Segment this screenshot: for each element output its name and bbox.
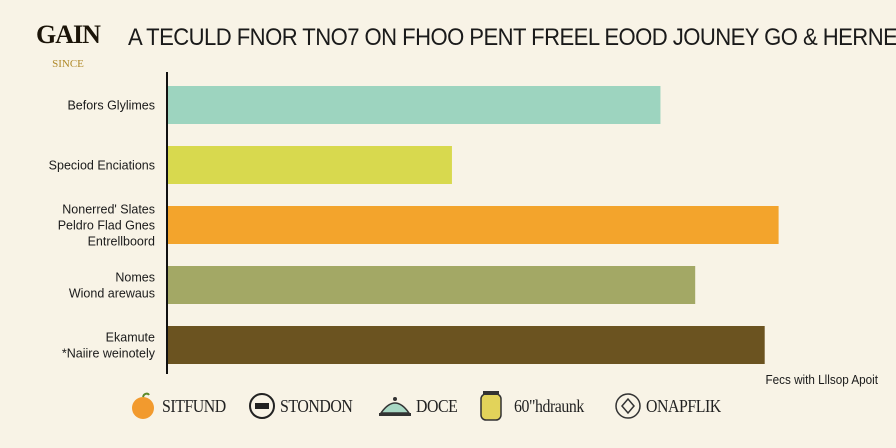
sponsor-label: ONAPFLIK (646, 395, 721, 416)
category-label: Speciod Enciations (49, 159, 155, 173)
footer-note: Fecs with Lllsop Apoit (765, 372, 878, 387)
sponsor-label: DOCE (416, 395, 458, 416)
chart-title: A TECULD FNOR TNO7 ON FHOO PENT FREEL EO… (128, 24, 896, 51)
cloche-icon (379, 397, 411, 416)
category-label: Nonerred' Slates Peldro Flad Gnes Entrellb… (58, 203, 155, 249)
logo-text: GAIN (36, 20, 101, 49)
sponsor-label: SITFUND (162, 395, 226, 416)
sponsor-2: STONDON (248, 382, 362, 430)
sponsor-5: ONAPFLIK (614, 382, 731, 430)
apple-icon (132, 392, 154, 419)
badge-icon (249, 393, 275, 419)
sponsor-4: 60"hdraunk (478, 382, 593, 430)
brand-logo: GAIN SINCE (30, 14, 106, 78)
sponsor-strip: SITFUND STONDON DOCE 60"hdraunk ONAPFLIK (120, 382, 780, 430)
bar-4 (167, 266, 696, 304)
jar-icon (480, 391, 502, 421)
sponsor-label: STONDON (280, 395, 353, 416)
category-label: Befors Glylimes (67, 99, 155, 113)
bar-1 (167, 86, 661, 124)
category-label: Ekamute *Naiire weinotely (62, 331, 156, 361)
category-label: Nomes Wiond arewaus (69, 271, 155, 301)
sponsor-1: SITFUND (128, 382, 235, 430)
logo-subtext: SINCE (52, 58, 84, 70)
sponsor-3: DOCE (378, 382, 463, 430)
sponsor-label: 60"hdraunk (514, 395, 584, 416)
bar-5 (167, 326, 765, 364)
emblem-icon (615, 393, 641, 419)
bar-2 (167, 146, 452, 184)
bar-3 (167, 206, 779, 244)
